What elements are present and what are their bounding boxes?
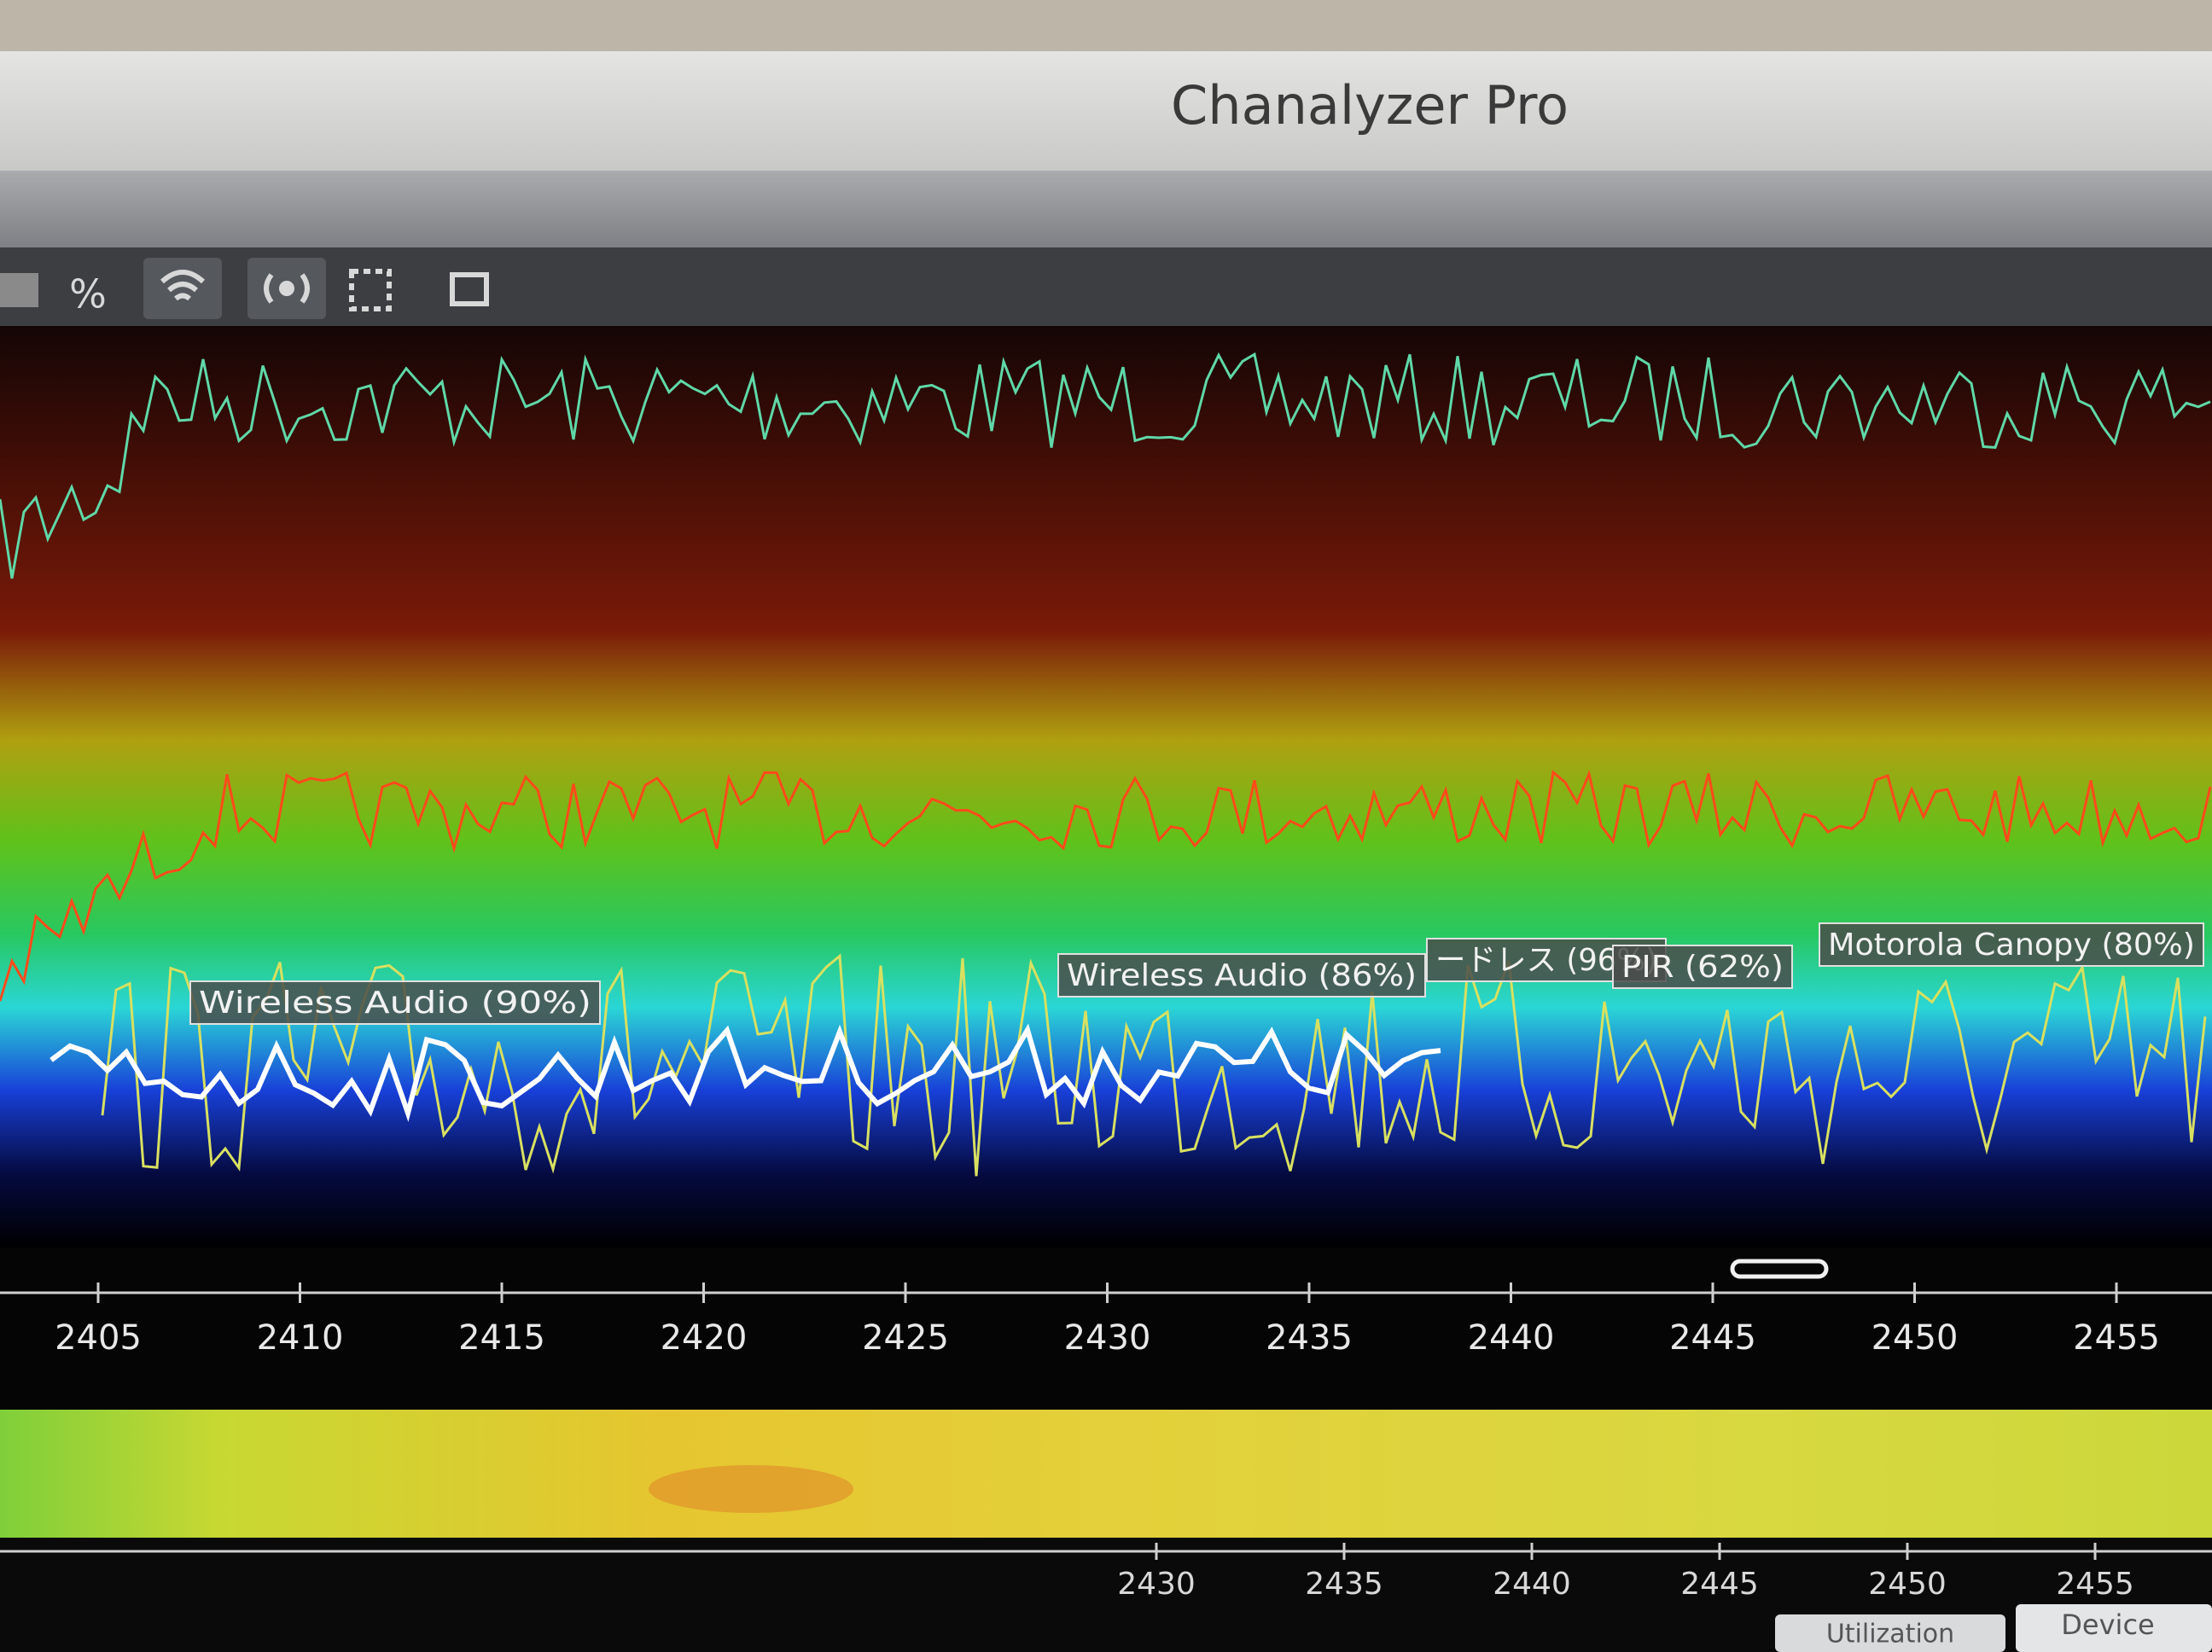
waterfall-hotspot xyxy=(649,1465,853,1513)
title-bar xyxy=(0,51,2212,171)
annotation-label: PIR (62%) xyxy=(1621,950,1784,985)
annotation-label: Wireless Audio (86%) xyxy=(1067,958,1417,993)
icon-window[interactable] xyxy=(450,272,489,306)
tick-label: 2430 xyxy=(1117,1567,1196,1602)
icon-wifi[interactable] xyxy=(160,270,206,301)
tick-label: 2440 xyxy=(1468,1318,1555,1358)
annotation-label: Wireless Audio (90%) xyxy=(199,986,591,1021)
tick-label: 2410 xyxy=(257,1318,344,1358)
tick-label: 2405 xyxy=(55,1318,142,1358)
ribbon xyxy=(0,171,2212,247)
tick-label: 2445 xyxy=(1669,1318,1756,1358)
tab-label[interactable]: Utilization xyxy=(1826,1620,1954,1649)
tab-utilization[interactable] xyxy=(1775,1614,2005,1652)
annotation-box xyxy=(1612,945,1793,989)
spectrum-density xyxy=(0,326,2212,1248)
annotation-label: Motorola Canopy (80%) xyxy=(1828,928,2195,963)
tick-label: 2435 xyxy=(1305,1567,1383,1602)
scroll-handle[interactable] xyxy=(1730,1259,1829,1279)
density-trace xyxy=(101,953,2207,1177)
annotations: Wireless Audio (90%) Wireless Audio (86%)… xyxy=(189,922,2204,1025)
icon-wifi-bg[interactable] xyxy=(143,258,222,319)
tick-label: 2455 xyxy=(2073,1318,2160,1358)
annotation-box xyxy=(1819,922,2204,967)
tick-label: 2425 xyxy=(862,1318,949,1358)
current-trace xyxy=(49,1023,1441,1122)
tick-label: 2435 xyxy=(1266,1318,1353,1358)
annotation-box xyxy=(1057,953,1426,998)
spectrum-axis: 2405 2410 2415 2420 2425 2430 2435 2440 2445 2450… xyxy=(55,1283,2160,1358)
icon-percent[interactable]: % xyxy=(69,271,107,317)
tick-label: 2430 xyxy=(1064,1318,1151,1358)
tick-label: 2450 xyxy=(1871,1318,1959,1358)
traces xyxy=(0,352,2212,1177)
icon-radio-waves[interactable] xyxy=(264,273,310,304)
annotation-box xyxy=(189,980,601,1025)
waterfall xyxy=(0,1410,2212,1538)
tick-label: 2455 xyxy=(2056,1567,2134,1602)
max-trace xyxy=(0,352,2211,579)
tick-label: 2445 xyxy=(1680,1567,1759,1602)
icon-chart[interactable] xyxy=(0,273,38,307)
window-title: Chanalyzer Pro xyxy=(1171,74,1569,137)
tab-label[interactable]: Device xyxy=(2061,1608,2154,1641)
toolbar-icons: % xyxy=(0,258,489,319)
bezel xyxy=(0,0,2212,51)
toolbar xyxy=(0,247,2212,326)
tab-device[interactable] xyxy=(2016,1604,2212,1652)
spectrum-axis-band xyxy=(0,1248,2212,1410)
tick-label: 2420 xyxy=(661,1318,748,1358)
tick-label: 2440 xyxy=(1493,1567,1571,1602)
waterfall-axis: 2430 2435 2440 2445 2450 2455 xyxy=(1117,1543,2134,1602)
icon-select[interactable] xyxy=(349,269,392,311)
icon-radio[interactable] xyxy=(279,281,294,296)
tick-label: 2450 xyxy=(1868,1567,1947,1602)
avg-trace xyxy=(0,769,2212,1002)
tick-label: 2415 xyxy=(458,1318,545,1358)
